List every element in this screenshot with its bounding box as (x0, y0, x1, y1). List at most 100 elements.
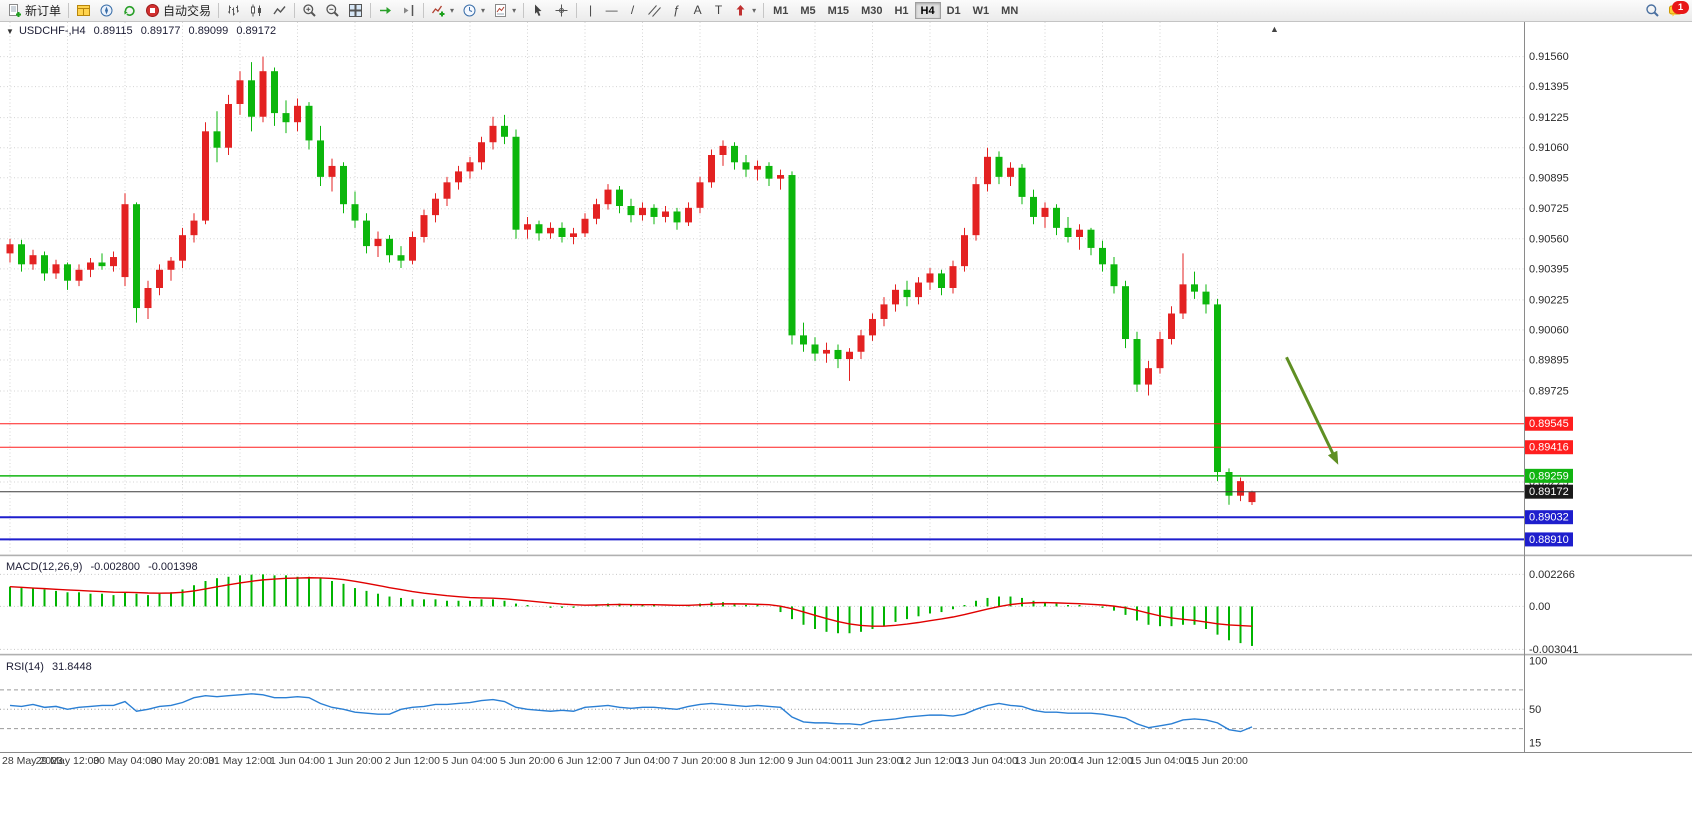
symbol-period-label: USDCHF-,H4 (18, 25, 86, 37)
tile-windows-button[interactable] (344, 1, 367, 20)
bars-chart-button[interactable] (222, 1, 245, 20)
horizontal-line-tool[interactable]: — (601, 1, 622, 20)
caret-down-icon: ▾ (752, 6, 757, 15)
new-order-button[interactable]: 新订单 (3, 1, 65, 20)
periods-clock-icon (463, 4, 476, 17)
vertical-line-tool[interactable]: | (580, 1, 601, 20)
candle (144, 288, 152, 309)
chart-window[interactable]: 28 May 2023 29 May 12:00 30 May 04:00 30 Ma… (0, 21, 1692, 838)
candle (765, 165, 773, 179)
price-level-lines[interactable] (0, 423, 1524, 541)
candle (213, 131, 221, 148)
candle (466, 162, 474, 172)
candle (1179, 284, 1187, 314)
candle (547, 227, 554, 234)
candle (202, 131, 209, 221)
candle (351, 204, 359, 221)
trendline-tool[interactable]: / (622, 1, 643, 20)
svg-text:9 Jun 04:00: 9 Jun 04:00 (788, 755, 843, 767)
notifications-button[interactable]: 1 (1664, 1, 1689, 20)
candle (64, 264, 71, 281)
shapes-button[interactable]: ▾ (729, 1, 760, 20)
svg-text:0.90225: 0.90225 (1529, 294, 1569, 306)
autotrading-icon (146, 4, 160, 17)
svg-text:1 Jun 04:00: 1 Jun 04:00 (270, 755, 325, 767)
timeframe-m1-button[interactable]: M1 (767, 2, 794, 19)
svg-text:0.90560: 0.90560 (1529, 233, 1569, 245)
autoscroll-button[interactable] (374, 1, 397, 20)
svg-text:6 Jun 12:00: 6 Jun 12:00 (558, 755, 613, 767)
svg-text:0.002266: 0.002266 (1529, 569, 1575, 581)
new-order-icon (9, 4, 21, 17)
toolbar-separator (576, 3, 578, 18)
svg-text:0.90725: 0.90725 (1529, 203, 1569, 215)
svg-text:0.00: 0.00 (1529, 601, 1550, 613)
timeframe-w1-button[interactable]: W1 (967, 2, 996, 19)
navigator-button[interactable] (95, 1, 118, 20)
candle (1248, 491, 1256, 503)
indicators-button[interactable]: ▾ (427, 1, 458, 20)
zoom-in-button[interactable] (298, 1, 321, 20)
rsi-indicator-label: RSI(14) 31.8448 (6, 661, 97, 673)
periods-button[interactable]: ▾ (458, 1, 489, 20)
candle (1041, 207, 1049, 217)
text-icon: A (693, 3, 702, 17)
terminal-button[interactable] (118, 1, 141, 20)
timeframe-d1-button[interactable]: D1 (941, 2, 967, 19)
candlestick-chart-button[interactable] (245, 1, 268, 20)
candle (75, 269, 83, 281)
fibonacci-tool[interactable]: ƒ (666, 1, 687, 20)
autotrading-button[interactable]: 自动交易 (141, 1, 215, 20)
panel-separators[interactable] (0, 21, 1692, 753)
collapse-chart-icon[interactable]: ▼ (6, 27, 14, 36)
timeframe-h4-button[interactable]: H4 (914, 2, 941, 19)
candle (823, 349, 830, 354)
svg-text:50: 50 (1529, 704, 1541, 716)
candle (1202, 291, 1210, 305)
candle (616, 189, 623, 207)
candle (110, 257, 117, 267)
templates-button[interactable]: ▾ (489, 1, 520, 20)
timeframe-m30-button[interactable]: M30 (855, 2, 888, 19)
autotrading-label: 自动交易 (163, 4, 212, 18)
rsi-name: RSI(14) (6, 661, 44, 673)
vertical-line-icon: | (589, 3, 593, 17)
svg-text:15 Jun 20:00: 15 Jun 20:00 (1187, 755, 1248, 767)
svg-text:0.89172: 0.89172 (1529, 486, 1569, 498)
expand-panel-icon[interactable]: ▲ (1270, 24, 1279, 34)
candle (731, 145, 738, 163)
zoom-out-button[interactable] (321, 1, 344, 20)
cursor-icon (535, 4, 542, 16)
candle (581, 218, 589, 234)
svg-text:2 Jun 12:00: 2 Jun 12:00 (385, 755, 440, 767)
market-watch-icon (77, 5, 91, 16)
candle (1007, 167, 1014, 177)
timeframe-h1-button[interactable]: H1 (888, 2, 914, 19)
candle (1076, 229, 1083, 237)
line-chart-button[interactable] (268, 1, 291, 20)
label-tool[interactable]: T (708, 1, 729, 20)
timeframe-m15-button[interactable]: M15 (822, 2, 855, 19)
crosshair-tool-button[interactable] (550, 1, 573, 20)
candle (156, 269, 163, 288)
search-button[interactable] (1641, 1, 1664, 20)
candle (972, 184, 980, 236)
text-tool[interactable]: A (687, 1, 708, 20)
candle (961, 235, 968, 267)
annotation-arrow[interactable] (1285, 356, 1339, 465)
timeframe-mn-button[interactable]: MN (995, 2, 1024, 19)
candle (1064, 227, 1072, 237)
svg-text:100: 100 (1529, 655, 1547, 667)
candle (133, 204, 140, 309)
chart-shift-button[interactable] (397, 1, 420, 20)
candle (696, 182, 704, 208)
cursor-tool-button[interactable] (527, 1, 550, 20)
timeframe-m5-button[interactable]: M5 (794, 2, 821, 19)
zoom-out-icon (326, 4, 339, 17)
candle (938, 273, 945, 288)
candle (501, 125, 508, 137)
channel-tool[interactable] (643, 1, 666, 20)
market-watch-button[interactable] (72, 1, 95, 20)
